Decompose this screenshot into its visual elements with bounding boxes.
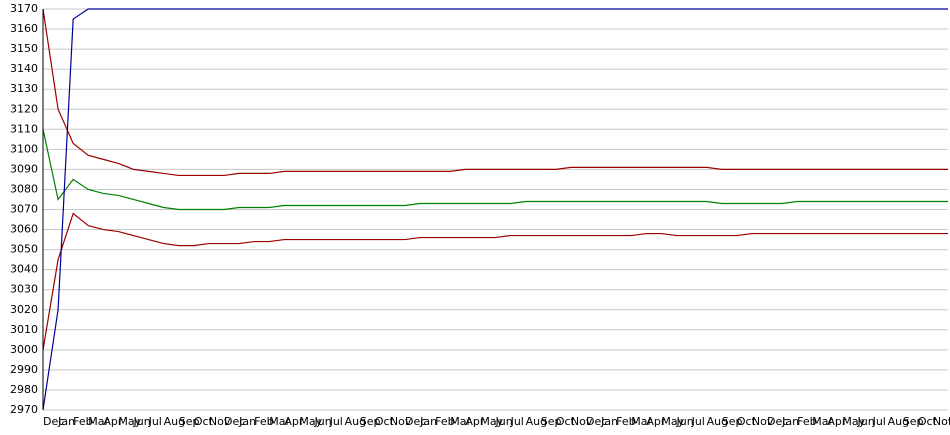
x-tick-label: Jun (857, 415, 875, 428)
x-tick-label: May (842, 415, 865, 428)
y-tick-label: 3090 (10, 162, 38, 175)
x-tick-label: Nov (933, 415, 950, 428)
x-tick-label: Apr (827, 415, 847, 428)
x-tick-label: Aug (164, 415, 185, 428)
x-tick-label: Jul (691, 415, 705, 428)
x-tick-label: Jul (872, 415, 886, 428)
y-tick-label: 3100 (10, 142, 38, 155)
x-tick-label: Oct (375, 415, 395, 428)
x-tick-label: Jul (510, 415, 524, 428)
x-tick-label: Feb (73, 415, 92, 428)
x-tick-label: Sep (903, 415, 924, 428)
x-tick-label: Jun (133, 415, 151, 428)
x-tick-label: Feb (435, 415, 454, 428)
y-tick-label: 3130 (10, 82, 38, 95)
series-line (42, 212, 948, 350)
x-tick-label: May (299, 415, 322, 428)
x-tick-label: Jun (676, 415, 694, 428)
y-tick-label: 3160 (10, 22, 38, 35)
series-line (42, 8, 948, 177)
x-tick-label: Oct (918, 415, 938, 428)
x-tick-label: Dec (405, 415, 426, 428)
x-tick-label: Dec (224, 415, 245, 428)
x-tick-label: Sep (722, 415, 743, 428)
x-tick-label: Jan (600, 415, 618, 428)
x-tick-label: Jan (238, 415, 256, 428)
x-tick-label: Jan (419, 415, 437, 428)
y-tick-label: 3110 (10, 122, 38, 135)
x-tick-label: Feb (616, 415, 635, 428)
x-tick-label: Oct (737, 415, 757, 428)
x-tick-label: May (480, 415, 503, 428)
y-tick-label: 3010 (10, 323, 38, 336)
x-tick-label: Apr (103, 415, 123, 428)
x-tick-label: Sep (541, 415, 562, 428)
y-tick-label: 3000 (10, 343, 38, 356)
x-tick-label: Feb (254, 415, 273, 428)
x-tick-label: May (118, 415, 141, 428)
x-tick-label: Oct (556, 415, 576, 428)
y-tick-label: 2980 (10, 383, 38, 396)
x-tick-label: Mar (269, 415, 290, 428)
x-tick-label: Jan (57, 415, 75, 428)
x-tick-label: Aug (707, 415, 728, 428)
x-tick-label: Apr (284, 415, 304, 428)
y-tick-label: 2970 (10, 403, 38, 416)
x-tick-label: Sep (360, 415, 381, 428)
y-tick-label: 3030 (10, 283, 38, 296)
x-tick-label: Jul (329, 415, 343, 428)
x-tick-label: Mar (88, 415, 109, 428)
x-tick-label: Dec (948, 415, 950, 428)
x-tick-label: Nov (752, 415, 774, 428)
x-tick-label: Feb (797, 415, 816, 428)
x-tick-label: Oct (194, 415, 214, 428)
x-tick-label: Dec (767, 415, 788, 428)
x-tick-label: Nov (209, 415, 231, 428)
x-tick-label: Apr (465, 415, 485, 428)
y-tick-label: 3150 (10, 42, 38, 55)
y-tick-label: 3140 (10, 62, 38, 75)
x-tick-label: Jun (314, 415, 332, 428)
x-tick-label: Sep (179, 415, 200, 428)
x-tick-label: Dec (43, 415, 64, 428)
x-tick-label: Dec (586, 415, 607, 428)
y-tick-label: 2990 (10, 363, 38, 376)
x-tick-label: Mar (631, 415, 652, 428)
x-tick-label: Apr (646, 415, 666, 428)
y-tick-label: 3050 (10, 243, 38, 256)
x-tick-label: Mar (812, 415, 833, 428)
x-tick-label: Mar (450, 415, 471, 428)
x-tick-label: Jul (148, 415, 162, 428)
x-tick-label: Aug (345, 415, 366, 428)
y-tick-label: 3120 (10, 102, 38, 115)
y-tick-label: 3080 (10, 182, 38, 195)
x-tick-label: Aug (526, 415, 547, 428)
x-tick-label: Nov (571, 415, 593, 428)
x-tick-label: Jan (781, 415, 799, 428)
y-tick-label: 3060 (10, 223, 38, 236)
x-tick-label: Aug (888, 415, 909, 428)
series-line (42, 8, 948, 411)
y-tick-label: 3040 (10, 263, 38, 276)
x-tick-label: Jun (495, 415, 513, 428)
y-tick-label: 3070 (10, 203, 38, 216)
y-tick-label: 3170 (10, 2, 38, 15)
y-tick-label: 3020 (10, 303, 38, 316)
x-tick-label: Nov (390, 415, 412, 428)
series-line (42, 129, 948, 211)
x-tick-label: May (661, 415, 684, 428)
